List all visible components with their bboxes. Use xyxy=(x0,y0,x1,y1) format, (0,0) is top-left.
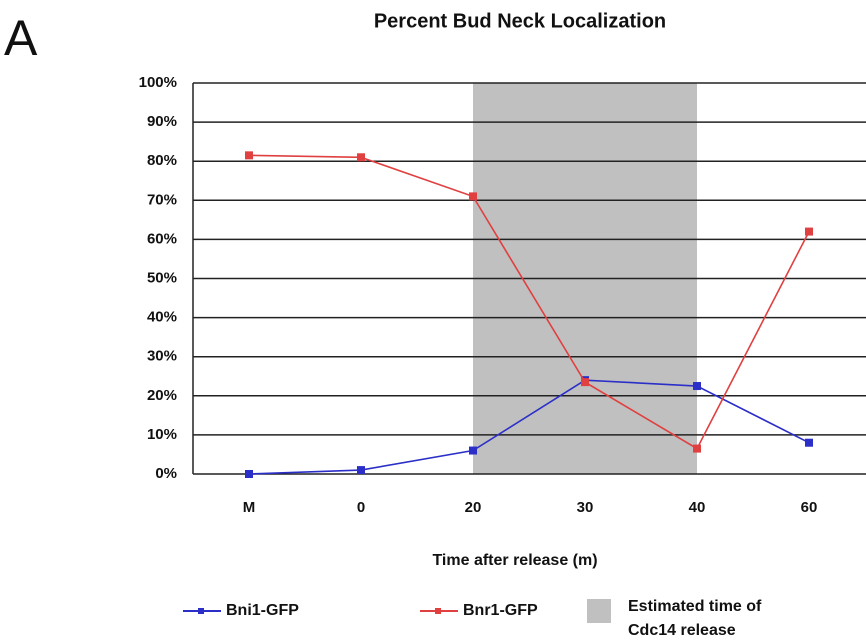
y-tick-label: 90% xyxy=(147,113,177,130)
legend-label: Bnr1-GFP xyxy=(463,602,538,619)
data-point xyxy=(469,192,477,201)
x-axis-label: Time after release (m) xyxy=(432,552,597,569)
legend-swatch xyxy=(587,599,611,623)
x-tick-label: M xyxy=(243,499,256,516)
data-point xyxy=(469,446,477,455)
data-point xyxy=(245,151,253,160)
y-tick-label: 30% xyxy=(147,348,177,365)
y-tick-label: 0% xyxy=(155,465,177,482)
data-point xyxy=(357,153,365,162)
x-tick-label: 30 xyxy=(577,499,594,516)
data-point xyxy=(357,466,365,475)
x-tick-label: 20 xyxy=(465,499,482,516)
y-tick-label: 20% xyxy=(147,387,177,404)
series-line xyxy=(248,379,810,475)
legend-label: Cdc14 release xyxy=(628,622,736,639)
x-tick-label: 0 xyxy=(357,499,365,516)
y-tick-label: 80% xyxy=(147,152,177,169)
data-point xyxy=(245,470,253,478)
chart-title: Percent Bud Neck Localization xyxy=(374,10,666,32)
y-tick-label: 40% xyxy=(147,309,177,326)
y-tick-label: 70% xyxy=(147,191,177,208)
panel-label: A xyxy=(4,10,38,66)
data-point xyxy=(693,382,701,391)
x-tick-label: 40 xyxy=(689,499,706,516)
y-tick-label: 60% xyxy=(147,230,177,247)
y-tick-label: 100% xyxy=(139,74,177,91)
legend-marker xyxy=(435,608,441,614)
y-tick-label: 10% xyxy=(147,426,177,443)
data-point xyxy=(805,227,813,236)
y-tick-label: 50% xyxy=(147,269,177,286)
series-line xyxy=(248,154,810,450)
legend-marker xyxy=(198,608,204,614)
data-point xyxy=(805,438,813,447)
x-tick-label: 60 xyxy=(801,499,818,516)
data-point xyxy=(693,444,701,453)
data-point xyxy=(581,378,589,387)
legend-label: Estimated time of xyxy=(628,598,762,615)
legend-label: Bni1-GFP xyxy=(226,602,299,619)
